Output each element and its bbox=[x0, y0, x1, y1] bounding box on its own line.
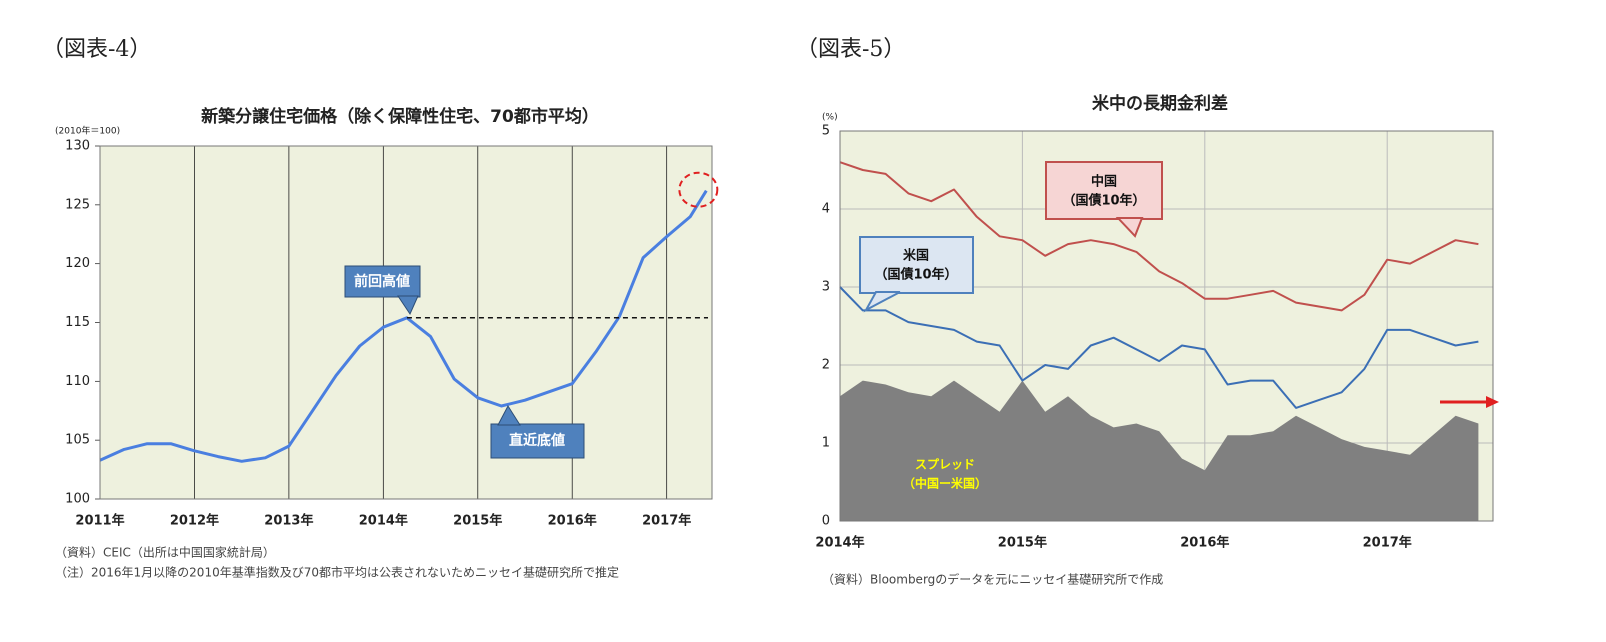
x-tick-label: 2014年 bbox=[815, 535, 864, 551]
figure-label: （図表-4） bbox=[42, 37, 151, 62]
y-tick-label: 125 bbox=[65, 197, 90, 212]
callout-text: 前回高値 bbox=[354, 273, 410, 290]
x-tick-label: 2016年 bbox=[1180, 535, 1229, 551]
callout-pointer bbox=[1115, 217, 1144, 238]
callout-text: （国債10年） bbox=[874, 267, 957, 283]
y-unit: (2010年＝100) bbox=[55, 125, 120, 137]
callout-text: 中国 bbox=[1091, 174, 1117, 190]
callout-text: 米国 bbox=[903, 248, 929, 264]
callout-pointer bbox=[497, 405, 521, 426]
y-tick-label: 5 bbox=[822, 124, 830, 139]
y-tick-label: 105 bbox=[65, 433, 90, 448]
annotations: 前回高値 直近底値 中国 （国債10年） 米国 （国債10年） スプレッド （中… bbox=[344, 161, 1499, 491]
note: （注）2016年1月以降の2010年基準指数及び70都市平均は公表されないためニ… bbox=[55, 565, 619, 580]
callout-pointer bbox=[863, 291, 901, 313]
x-tick-label: 2015年 bbox=[998, 535, 1047, 551]
highlight-ring bbox=[678, 171, 719, 208]
chart-title: 新築分譲住宅価格（除く保障性住宅、70都市平均） bbox=[201, 106, 599, 127]
figure-label: （図表-5） bbox=[796, 37, 905, 62]
callout-box bbox=[859, 236, 974, 294]
arrow-head bbox=[1486, 396, 1499, 408]
callout-box bbox=[1045, 161, 1163, 220]
y-tick-label: 100 bbox=[65, 492, 90, 507]
x-tick-label: 2017年 bbox=[642, 513, 691, 529]
callout-text: 直近底値 bbox=[509, 432, 565, 449]
note: （資料）Bloombergのデータを元にニッセイ基礎研究所で作成 bbox=[822, 572, 1163, 587]
x-tick-label: 2013年 bbox=[264, 513, 313, 529]
x-tick-label: 2016年 bbox=[548, 513, 597, 529]
line bbox=[839, 286, 1479, 409]
y-tick-label: 4 bbox=[822, 202, 830, 217]
callout-box bbox=[344, 265, 421, 298]
x-tick-label: 2014年 bbox=[359, 513, 408, 529]
plot-area bbox=[100, 146, 712, 499]
y-tick-label: 120 bbox=[65, 256, 90, 271]
chart-title: 米中の長期金利差 bbox=[1092, 93, 1228, 114]
plot-frame bbox=[839, 130, 1494, 522]
x-tick-label: 2011年 bbox=[75, 513, 124, 529]
callout-text: （国債10年） bbox=[1062, 193, 1145, 209]
area bbox=[840, 380, 1479, 521]
y-tick-label: 3 bbox=[822, 280, 830, 295]
y-tick-label: 1 bbox=[822, 436, 830, 451]
y-unit: (%) bbox=[822, 113, 838, 123]
line bbox=[839, 161, 1479, 312]
y-tick-label: 115 bbox=[65, 315, 90, 330]
y-tick-label: 130 bbox=[65, 139, 90, 154]
area-label: （中国ー米国） bbox=[903, 476, 987, 491]
line bbox=[99, 189, 708, 463]
x-tick-label: 2017年 bbox=[1363, 535, 1412, 551]
note: （資料）CEIC（出所は中国国家統計局） bbox=[55, 545, 275, 560]
x-tick-label: 2015年 bbox=[453, 513, 502, 529]
x-tick-label: 2012年 bbox=[170, 513, 219, 529]
y-tick-label: 0 bbox=[822, 514, 830, 529]
y-tick-label: 110 bbox=[65, 374, 90, 389]
y-tick-label: 2 bbox=[822, 358, 830, 373]
callout-pointer bbox=[397, 295, 419, 316]
plot-frame bbox=[99, 145, 713, 500]
callout-box bbox=[490, 423, 585, 459]
area-label: スプレッド bbox=[915, 457, 975, 472]
